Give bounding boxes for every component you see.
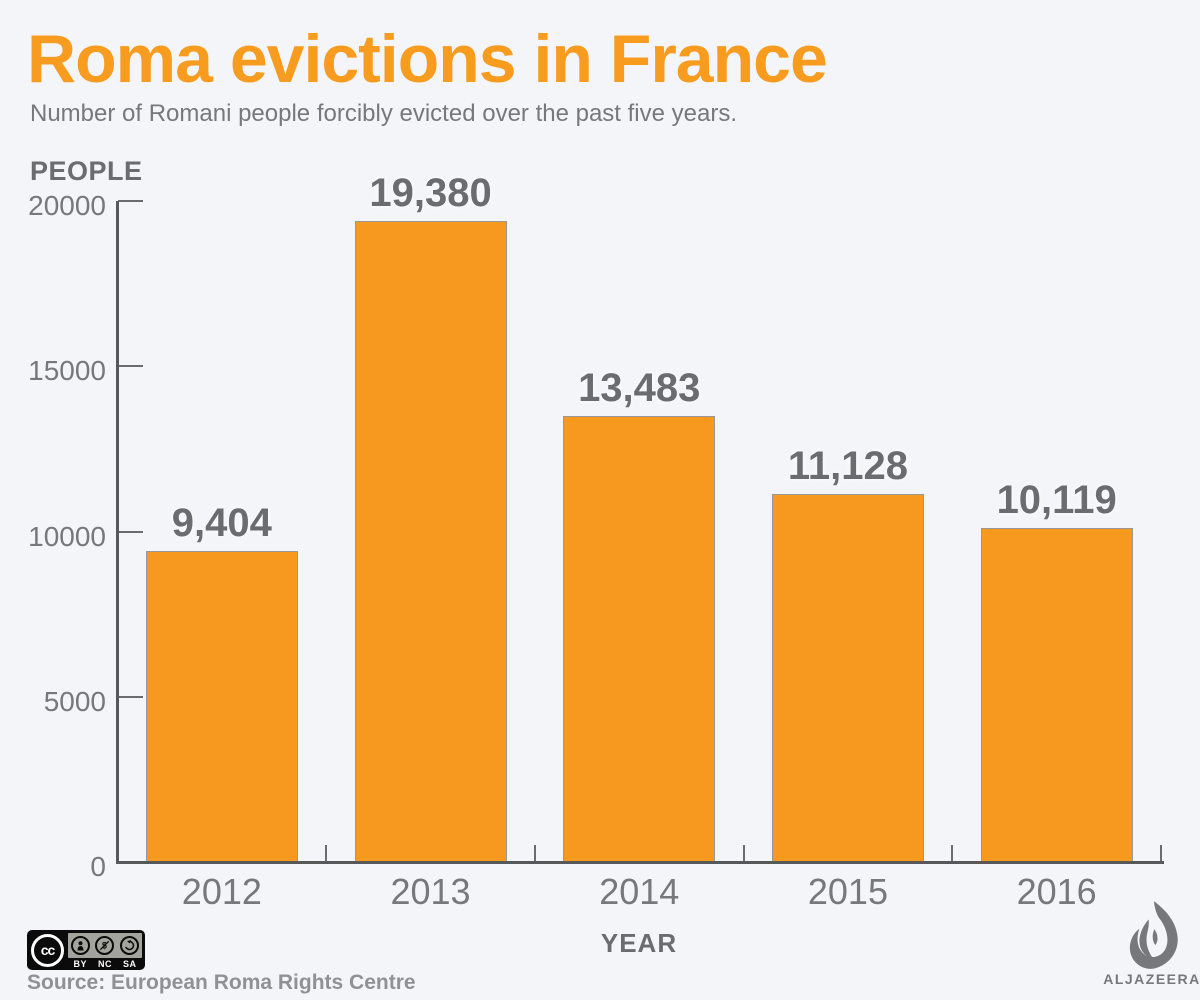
nc-no-dollar-icon: $ xyxy=(95,936,115,955)
cc-icon: cc xyxy=(31,933,64,967)
y-tick-label: 15000 xyxy=(28,355,106,387)
x-tick xyxy=(742,845,745,862)
bar xyxy=(145,551,298,862)
y-tick xyxy=(117,530,143,533)
y-tick-label: 0 xyxy=(90,851,106,882)
y-axis-line xyxy=(116,201,119,864)
x-tick xyxy=(325,845,328,862)
cc-nc-label: NC xyxy=(97,959,112,969)
bar-value-label: 11,128 xyxy=(787,444,908,489)
y-tick-label: 5000 xyxy=(43,685,106,717)
bar-value-label: 9,404 xyxy=(171,501,272,546)
x-category-label: 2015 xyxy=(807,871,888,912)
x-category-label: 2013 xyxy=(390,871,471,912)
page-title: Roma evictions in France xyxy=(27,21,828,97)
x-tick xyxy=(1160,845,1162,862)
page-subtitle: Number of Romani people forcibly evicted… xyxy=(30,100,738,127)
cc-license-badge: cc $ xyxy=(27,930,145,970)
bar xyxy=(563,416,716,862)
y-axis-title: PEOPLE xyxy=(30,156,143,186)
y-tick xyxy=(117,365,143,368)
bar xyxy=(771,494,924,862)
bar-value-label: 19,380 xyxy=(369,171,492,216)
bar xyxy=(980,527,1133,862)
by-person-icon xyxy=(70,936,90,955)
y-tick xyxy=(117,695,143,698)
bar-value-label: 13,483 xyxy=(578,366,701,411)
y-tick-label: 20000 xyxy=(28,190,106,221)
aljazeera-wordmark: ALJAZEERA xyxy=(1103,971,1200,987)
y-tick-label: 10000 xyxy=(28,520,106,552)
x-category-label: 2016 xyxy=(1016,871,1097,912)
x-tick xyxy=(951,845,954,862)
x-category-label: 2012 xyxy=(181,871,262,912)
aljazeera-flame-icon xyxy=(1122,901,1180,974)
sa-share-alike-icon xyxy=(120,936,140,955)
cc-sa-label: SA xyxy=(122,959,137,969)
x-axis-line xyxy=(116,861,1164,864)
x-category-label: 2014 xyxy=(599,871,680,912)
x-axis-title: YEAR xyxy=(600,928,678,958)
cc-by-label: BY xyxy=(73,959,87,969)
bar xyxy=(354,221,507,862)
bar-value-label: 10,119 xyxy=(996,477,1117,522)
y-tick xyxy=(117,200,143,202)
source-credit: Source: European Roma Rights Centre xyxy=(27,971,416,994)
x-tick xyxy=(533,845,536,862)
